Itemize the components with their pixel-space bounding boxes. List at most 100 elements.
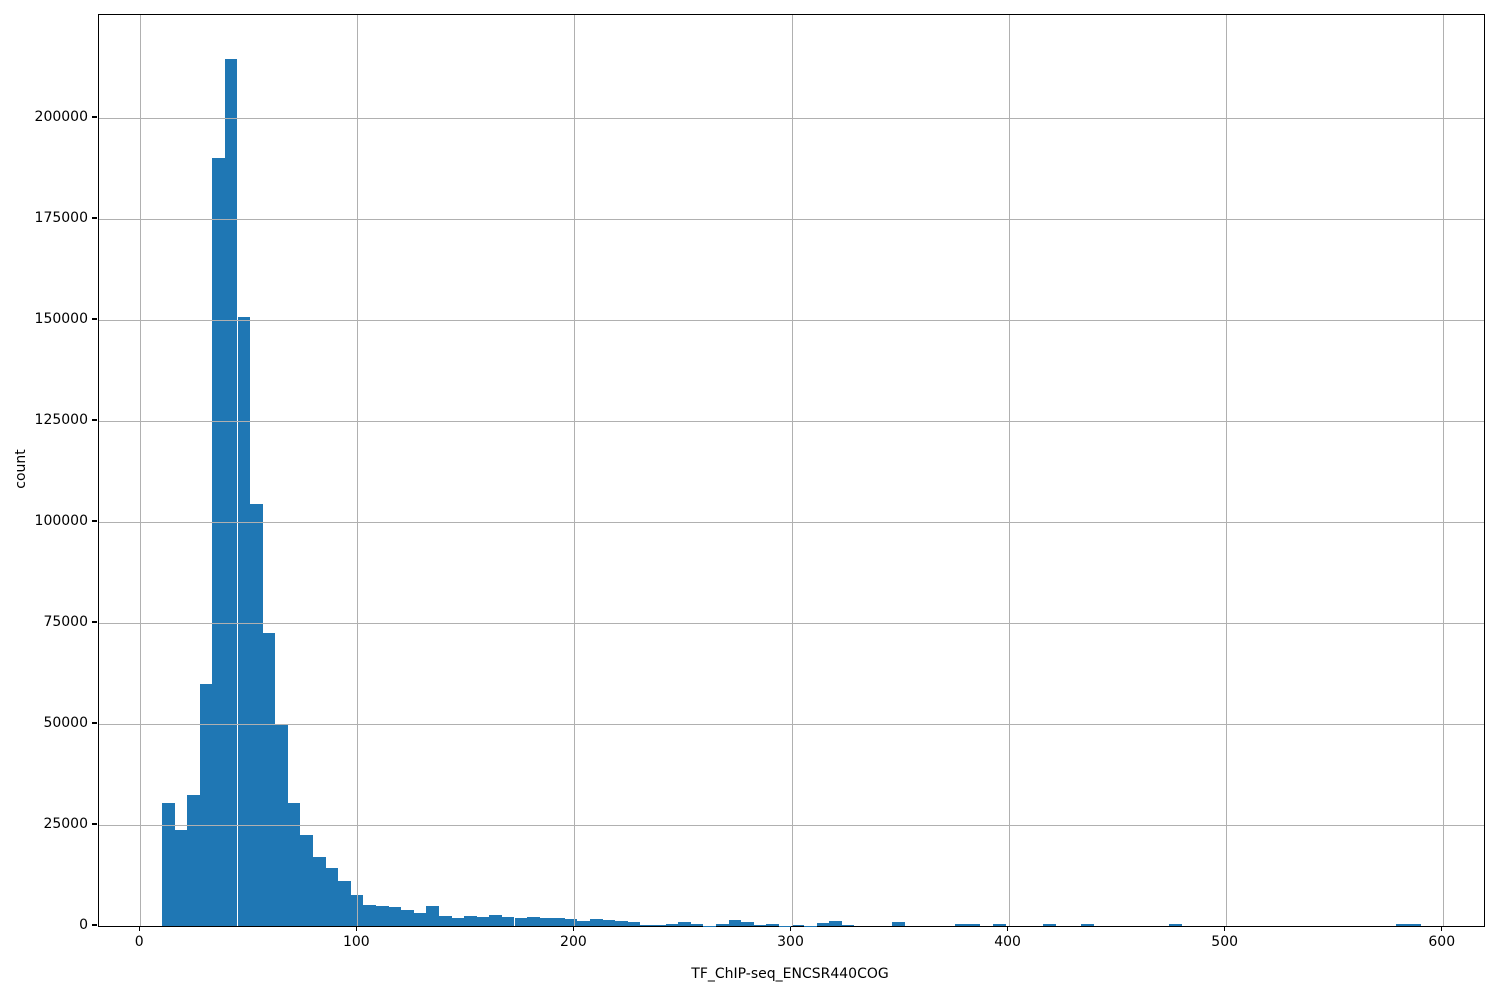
histogram-bar [690,924,704,926]
histogram-bar [992,923,1006,926]
y-tick-label: 75000 [43,614,88,630]
histogram-bar [653,925,666,926]
gridline-horizontal [99,320,1484,321]
histogram-bar [1169,924,1182,926]
x-tick-mark [138,926,140,931]
histogram-bar [199,683,213,926]
x-tick-label: 300 [777,934,804,950]
x-tick-label: 100 [342,934,370,950]
y-tick-mark [92,823,97,825]
histogram-bar [451,918,465,926]
gridline-vertical [791,15,793,926]
x-tick-label: 500 [1211,934,1239,950]
histogram-bar [678,922,691,926]
x-tick-mark [1223,926,1226,931]
histogram-bar [539,918,553,926]
histogram-bar [766,923,779,926]
x-tick-mark [355,926,358,931]
x-tick-label: 400 [994,934,1021,950]
histogram-bar [388,907,402,926]
x-tick-label: 600 [1428,934,1456,950]
y-tick-label: 0 [79,917,88,933]
histogram-bar [313,856,326,926]
gridline-horizontal [99,421,1484,422]
histogram-bar [376,906,389,926]
histogram-bar [1081,923,1094,926]
y-tick-mark [92,116,97,118]
histogram-bar [438,915,452,926]
x-tick-mark [789,926,792,931]
gridline-vertical [1225,15,1227,926]
x-tick-mark [1441,926,1443,931]
histogram-bar [350,894,364,926]
histogram-bar [602,920,616,926]
histogram-bar [464,915,477,926]
histogram-bar [791,924,805,926]
histogram-bar [401,910,414,926]
gridline-horizontal [99,118,1484,120]
histogram-bar [816,923,830,926]
x-tick-mark [572,926,575,931]
y-tick-mark [92,419,97,421]
histogram-bar [967,924,981,926]
y-tick-label: 150000 [34,311,88,327]
x-axis-label: TF_ChIP-seq_ENCSR440COG [691,966,889,982]
y-tick-label: 200000 [34,109,88,126]
histogram-bar [627,921,641,926]
histogram-bar [476,917,490,926]
histogram-bar [753,925,767,926]
gridline-horizontal [99,219,1484,220]
x-tick-label: 0 [134,934,144,950]
histogram-bar [413,912,427,926]
y-tick-label: 125000 [34,412,88,428]
y-axis-label: count [13,449,29,489]
y-tick-mark [92,217,97,219]
y-tick-label: 175000 [34,210,88,226]
histogram-bar [514,917,528,926]
histogram-bar [590,919,603,926]
histogram-bar [829,921,842,926]
histogram-bar [955,924,968,926]
histogram-bar [212,158,225,926]
histogram-bar [237,316,251,926]
y-tick-label: 100000 [34,513,88,529]
histogram-bar [892,922,905,926]
x-tick-label: 200 [560,934,587,950]
gridline-vertical [357,15,359,926]
y-tick-mark [92,722,97,724]
gridline-vertical [574,15,576,926]
y-tick-mark [92,520,97,522]
plot-area [98,14,1485,927]
gridline-vertical [140,15,142,926]
histogram-bar [741,921,754,926]
histogram-bar [552,917,565,926]
histogram-bar [728,920,742,926]
histogram-bar [363,905,376,926]
histogram-bar [527,917,540,926]
gridline-vertical [1442,15,1444,926]
y-tick-label: 25000 [43,816,88,832]
histogram-bar [224,59,238,926]
histogram-bar [1395,924,1409,926]
gridline-vertical [1008,15,1010,926]
histogram-bar [187,794,200,926]
histogram-bar [250,504,263,926]
histogram-bar [489,915,502,926]
gridline-horizontal [99,522,1484,523]
histogram-bar [640,925,653,926]
histogram-bar [174,829,188,926]
gridline-horizontal [99,623,1484,624]
histogram-bar [300,835,314,926]
histogram-bar [577,920,591,926]
histogram-bar [161,802,175,926]
x-tick-mark [1006,926,1009,931]
histogram-bar [501,916,515,926]
histogram-bar [665,923,679,926]
histogram-bar [1043,924,1056,926]
histogram-bar [564,919,578,926]
gridline-horizontal [99,724,1484,725]
histogram-bar [1408,924,1422,926]
y-tick-label: 50000 [43,715,88,731]
histogram-bar [325,868,339,926]
